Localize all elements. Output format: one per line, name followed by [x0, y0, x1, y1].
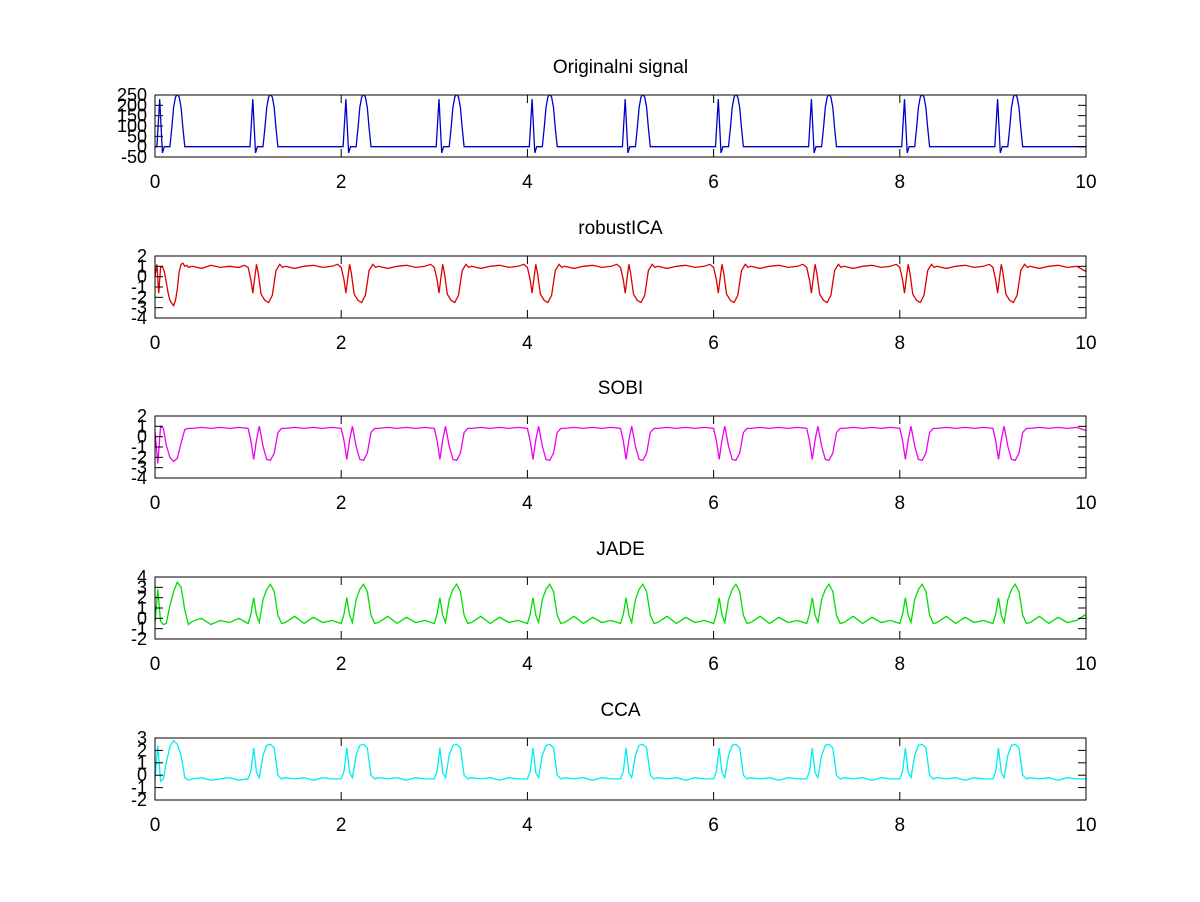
x-tick-label: 8	[895, 654, 906, 675]
x-tick-label: 8	[895, 172, 906, 193]
x-tick-label: 8	[895, 333, 906, 354]
series-line	[155, 262, 1086, 307]
x-tick-label: 4	[522, 654, 533, 675]
y-tick-label: -1	[131, 437, 147, 457]
x-tick-label: 2	[336, 654, 347, 675]
x-tick-label: 10	[1075, 172, 1096, 193]
y-tick-label: 3	[137, 728, 147, 748]
y-tick-label: 200	[117, 95, 147, 115]
x-tick-label: 4	[522, 815, 533, 836]
x-tick-label: 8	[895, 493, 906, 514]
axes-frame	[154, 737, 1087, 801]
x-tick-label: 10	[1075, 654, 1096, 675]
x-tick-label: 4	[522, 333, 533, 354]
y-tick-label: -3	[131, 458, 147, 478]
y-tick-label: -2	[131, 447, 147, 467]
y-tick-label: 150	[117, 106, 147, 126]
x-tick-label: 0	[150, 654, 161, 675]
x-tick-label: 2	[336, 333, 347, 354]
series-line	[155, 739, 1086, 783]
y-tick-label: 2	[137, 406, 147, 426]
y-tick-label: -2	[131, 287, 147, 307]
y-tick-label: 0	[137, 765, 147, 785]
x-tick-label: 6	[708, 815, 719, 836]
y-tick-label: -1	[131, 619, 147, 639]
x-tick-label: 10	[1075, 815, 1096, 836]
y-tick-label: -4	[131, 308, 147, 328]
y-tick-label: 2	[137, 246, 147, 266]
y-tick-label: 1	[137, 416, 147, 436]
subplot-title: CCA	[600, 700, 640, 721]
series-line	[155, 580, 1086, 626]
y-tick-label: 50	[127, 126, 147, 146]
y-tick-label: 0	[137, 137, 147, 157]
x-tick-label: 2	[336, 493, 347, 514]
series-line	[155, 425, 1086, 464]
y-tick-label: 0	[137, 427, 147, 447]
x-tick-label: 0	[150, 815, 161, 836]
x-tick-label: 10	[1075, 493, 1096, 514]
x-tick-label: 6	[708, 333, 719, 354]
y-tick-label: 1	[137, 753, 147, 773]
y-tick-label: 0	[137, 608, 147, 628]
x-tick-label: 0	[150, 333, 161, 354]
y-tick-label: 100	[117, 116, 147, 136]
y-tick-label: -3	[131, 298, 147, 318]
x-tick-label: 0	[150, 493, 161, 514]
subplot-title: SOBI	[598, 378, 643, 399]
series-line	[155, 95, 1086, 154]
x-tick-label: 4	[522, 493, 533, 514]
x-tick-label: 2	[336, 172, 347, 193]
x-tick-label: 6	[708, 172, 719, 193]
y-tick-label: -1	[131, 778, 147, 798]
y-tick-label: -2	[131, 790, 147, 810]
x-tick-label: 8	[895, 815, 906, 836]
y-tick-label: 2	[137, 740, 147, 760]
y-tick-label: 2	[137, 588, 147, 608]
y-tick-label: -1	[131, 277, 147, 297]
y-tick-label: 1	[137, 598, 147, 618]
x-tick-label: 0	[150, 172, 161, 193]
x-tick-label: 6	[708, 654, 719, 675]
subplot-title: Originalni signal	[553, 57, 688, 78]
y-tick-label: -4	[131, 468, 147, 488]
y-tick-label: 250	[117, 85, 147, 105]
y-tick-label: 1	[137, 256, 147, 276]
y-tick-label: -2	[131, 629, 147, 649]
x-tick-label: 4	[522, 172, 533, 193]
subplot-title: JADE	[596, 539, 645, 560]
y-tick-label: 0	[137, 267, 147, 287]
x-tick-label: 10	[1075, 333, 1096, 354]
y-tick-label: -50	[121, 147, 147, 167]
subplot-title: robustICA	[578, 218, 663, 239]
y-tick-label: 4	[137, 567, 147, 587]
y-tick-label: 3	[137, 577, 147, 597]
x-tick-label: 2	[336, 815, 347, 836]
x-tick-label: 6	[708, 493, 719, 514]
